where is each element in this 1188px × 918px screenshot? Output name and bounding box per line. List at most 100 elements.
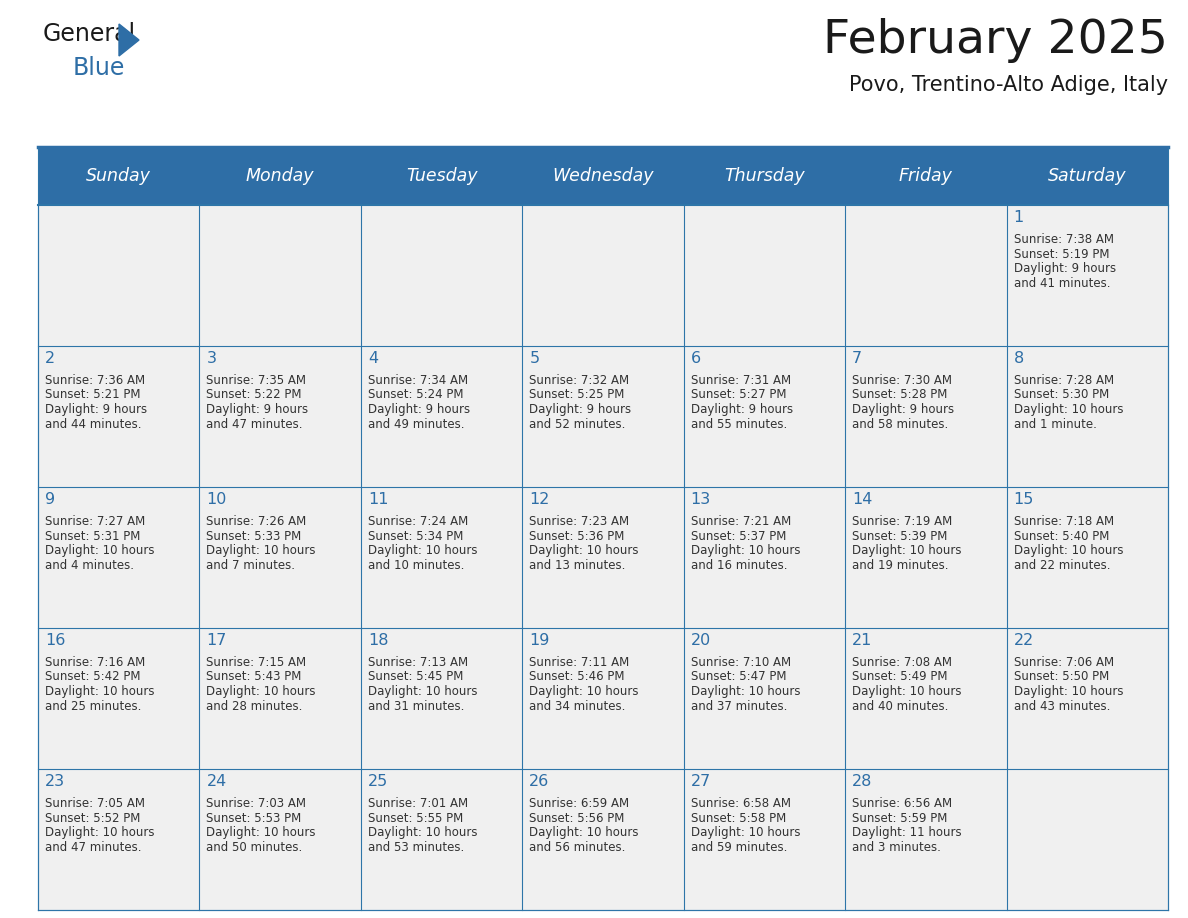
- Text: Sunset: 5:25 PM: Sunset: 5:25 PM: [530, 388, 625, 401]
- Text: Sunrise: 7:03 AM: Sunrise: 7:03 AM: [207, 797, 307, 810]
- Bar: [684, 769, 845, 910]
- Text: February 2025: February 2025: [823, 18, 1168, 63]
- Bar: [38, 769, 200, 910]
- Text: Wednesday: Wednesday: [552, 167, 653, 185]
- Text: Sunset: 5:39 PM: Sunset: 5:39 PM: [852, 530, 948, 543]
- Text: 11: 11: [368, 492, 388, 507]
- Bar: [200, 628, 361, 769]
- Bar: [361, 628, 523, 769]
- Text: General: General: [43, 22, 137, 46]
- Text: 20: 20: [690, 633, 710, 648]
- Text: Daylight: 9 hours
and 47 minutes.: Daylight: 9 hours and 47 minutes.: [207, 403, 309, 431]
- Text: Sunset: 5:21 PM: Sunset: 5:21 PM: [45, 388, 140, 401]
- Text: Sunrise: 7:34 AM: Sunrise: 7:34 AM: [368, 374, 468, 387]
- Text: Sunset: 5:45 PM: Sunset: 5:45 PM: [368, 670, 463, 684]
- Text: Daylight: 10 hours
and 1 minute.: Daylight: 10 hours and 1 minute.: [1013, 403, 1123, 431]
- Text: 15: 15: [1013, 492, 1034, 507]
- Text: Daylight: 10 hours
and 13 minutes.: Daylight: 10 hours and 13 minutes.: [530, 544, 639, 572]
- Text: Sunrise: 7:31 AM: Sunrise: 7:31 AM: [690, 374, 791, 387]
- Text: Daylight: 10 hours
and 47 minutes.: Daylight: 10 hours and 47 minutes.: [45, 826, 154, 854]
- Text: Monday: Monday: [246, 167, 315, 185]
- Text: 19: 19: [530, 633, 550, 648]
- Text: Sunset: 5:56 PM: Sunset: 5:56 PM: [530, 812, 625, 824]
- Text: Sunrise: 7:27 AM: Sunrise: 7:27 AM: [45, 515, 145, 528]
- Text: Sunset: 5:33 PM: Sunset: 5:33 PM: [207, 530, 302, 543]
- Bar: [200, 487, 361, 628]
- Bar: [200, 769, 361, 910]
- Text: Sunset: 5:55 PM: Sunset: 5:55 PM: [368, 812, 463, 824]
- Text: 14: 14: [852, 492, 872, 507]
- Text: Daylight: 9 hours
and 55 minutes.: Daylight: 9 hours and 55 minutes.: [690, 403, 792, 431]
- Text: Daylight: 10 hours
and 34 minutes.: Daylight: 10 hours and 34 minutes.: [530, 685, 639, 713]
- Bar: [845, 205, 1006, 346]
- Text: 1: 1: [1013, 210, 1024, 225]
- Text: Sunrise: 7:23 AM: Sunrise: 7:23 AM: [530, 515, 630, 528]
- Bar: [38, 147, 1168, 205]
- Text: 17: 17: [207, 633, 227, 648]
- Text: Daylight: 10 hours
and 43 minutes.: Daylight: 10 hours and 43 minutes.: [1013, 685, 1123, 713]
- Text: Sunrise: 7:06 AM: Sunrise: 7:06 AM: [1013, 656, 1113, 669]
- Text: Sunrise: 7:30 AM: Sunrise: 7:30 AM: [852, 374, 952, 387]
- Bar: [523, 346, 684, 487]
- Bar: [200, 205, 361, 346]
- Text: Sunset: 5:53 PM: Sunset: 5:53 PM: [207, 812, 302, 824]
- Text: Daylight: 10 hours
and 25 minutes.: Daylight: 10 hours and 25 minutes.: [45, 685, 154, 713]
- Text: Sunset: 5:47 PM: Sunset: 5:47 PM: [690, 670, 786, 684]
- Bar: [845, 769, 1006, 910]
- Text: 12: 12: [530, 492, 550, 507]
- Text: Sunset: 5:52 PM: Sunset: 5:52 PM: [45, 812, 140, 824]
- Text: Daylight: 10 hours
and 10 minutes.: Daylight: 10 hours and 10 minutes.: [368, 544, 478, 572]
- Text: Sunset: 5:37 PM: Sunset: 5:37 PM: [690, 530, 786, 543]
- Text: Sunrise: 7:11 AM: Sunrise: 7:11 AM: [530, 656, 630, 669]
- Bar: [684, 487, 845, 628]
- Text: 13: 13: [690, 492, 710, 507]
- Text: Sunrise: 7:36 AM: Sunrise: 7:36 AM: [45, 374, 145, 387]
- Text: Sunrise: 7:15 AM: Sunrise: 7:15 AM: [207, 656, 307, 669]
- Text: Sunrise: 7:05 AM: Sunrise: 7:05 AM: [45, 797, 145, 810]
- Text: Sunset: 5:40 PM: Sunset: 5:40 PM: [1013, 530, 1108, 543]
- Text: Sunset: 5:30 PM: Sunset: 5:30 PM: [1013, 388, 1108, 401]
- Text: Sunset: 5:28 PM: Sunset: 5:28 PM: [852, 388, 948, 401]
- Bar: [523, 205, 684, 346]
- Bar: [38, 205, 200, 346]
- Text: Sunrise: 7:08 AM: Sunrise: 7:08 AM: [852, 656, 952, 669]
- Text: Sunset: 5:49 PM: Sunset: 5:49 PM: [852, 670, 948, 684]
- Text: Daylight: 10 hours
and 16 minutes.: Daylight: 10 hours and 16 minutes.: [690, 544, 801, 572]
- Text: 25: 25: [368, 774, 388, 789]
- Text: 18: 18: [368, 633, 388, 648]
- Text: Daylight: 10 hours
and 53 minutes.: Daylight: 10 hours and 53 minutes.: [368, 826, 478, 854]
- Text: 22: 22: [1013, 633, 1034, 648]
- Text: Sunset: 5:36 PM: Sunset: 5:36 PM: [530, 530, 625, 543]
- Text: Sunset: 5:42 PM: Sunset: 5:42 PM: [45, 670, 140, 684]
- Text: Daylight: 10 hours
and 31 minutes.: Daylight: 10 hours and 31 minutes.: [368, 685, 478, 713]
- Text: Sunday: Sunday: [87, 167, 151, 185]
- Bar: [200, 346, 361, 487]
- Text: Tuesday: Tuesday: [406, 167, 478, 185]
- Text: Sunrise: 7:13 AM: Sunrise: 7:13 AM: [368, 656, 468, 669]
- Text: Sunrise: 7:32 AM: Sunrise: 7:32 AM: [530, 374, 630, 387]
- Text: Daylight: 10 hours
and 50 minutes.: Daylight: 10 hours and 50 minutes.: [207, 826, 316, 854]
- Text: Sunrise: 6:59 AM: Sunrise: 6:59 AM: [530, 797, 630, 810]
- Text: 26: 26: [530, 774, 550, 789]
- Text: Sunset: 5:24 PM: Sunset: 5:24 PM: [368, 388, 463, 401]
- Text: 2: 2: [45, 351, 55, 366]
- Text: Sunrise: 6:58 AM: Sunrise: 6:58 AM: [690, 797, 791, 810]
- Bar: [1006, 346, 1168, 487]
- Text: Sunset: 5:19 PM: Sunset: 5:19 PM: [1013, 248, 1110, 261]
- Text: Sunrise: 7:38 AM: Sunrise: 7:38 AM: [1013, 233, 1113, 246]
- Bar: [1006, 628, 1168, 769]
- Bar: [1006, 205, 1168, 346]
- Text: 23: 23: [45, 774, 65, 789]
- Text: Thursday: Thursday: [725, 167, 804, 185]
- Text: Blue: Blue: [72, 56, 126, 80]
- Text: Sunrise: 7:19 AM: Sunrise: 7:19 AM: [852, 515, 953, 528]
- Text: Sunrise: 7:26 AM: Sunrise: 7:26 AM: [207, 515, 307, 528]
- Text: Sunrise: 7:35 AM: Sunrise: 7:35 AM: [207, 374, 307, 387]
- Text: Sunset: 5:31 PM: Sunset: 5:31 PM: [45, 530, 140, 543]
- Bar: [361, 769, 523, 910]
- Bar: [38, 487, 200, 628]
- Text: Daylight: 9 hours
and 58 minutes.: Daylight: 9 hours and 58 minutes.: [852, 403, 954, 431]
- Text: 27: 27: [690, 774, 710, 789]
- Bar: [361, 205, 523, 346]
- Text: Sunset: 5:43 PM: Sunset: 5:43 PM: [207, 670, 302, 684]
